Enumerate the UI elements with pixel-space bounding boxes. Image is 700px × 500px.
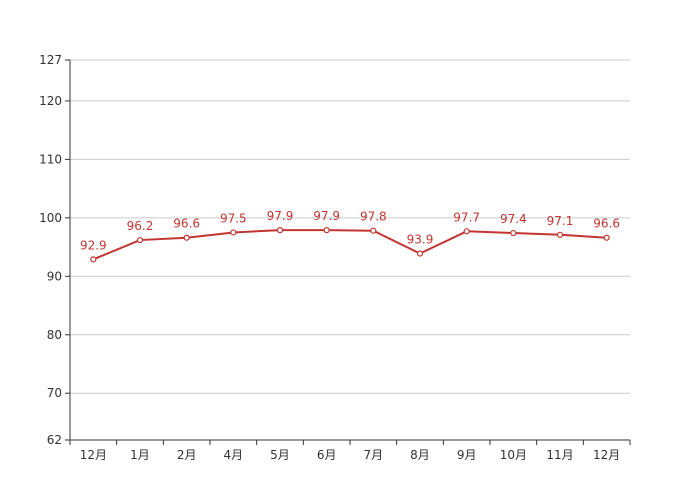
data-label: 93.9 [407, 233, 434, 247]
data-label: 97.9 [313, 209, 340, 223]
data-label: 96.2 [127, 219, 154, 233]
data-point[interactable] [603, 234, 610, 241]
data-point[interactable] [556, 231, 564, 238]
series-line-layer [90, 227, 610, 263]
y-tick-label: 120 [39, 94, 62, 108]
x-tick-label: 2月 [177, 448, 197, 462]
data-point[interactable] [90, 256, 97, 263]
data-label: 92.9 [80, 238, 107, 252]
y-tick-label: 90 [47, 269, 62, 283]
data-point[interactable] [510, 229, 517, 237]
data-label: 97.5 [220, 211, 247, 225]
x-tick-label: 8月 [410, 448, 430, 462]
data-label: 97.8 [360, 210, 387, 224]
data-point[interactable] [183, 234, 190, 241]
data-label: 96.6 [593, 217, 620, 231]
data-point[interactable] [416, 250, 424, 257]
data-labels: 92.9 96.2 96.6 97.5 97.9 97.9 97.8 93.9 97.7 97.4… [80, 209, 620, 252]
data-label: 96.6 [173, 217, 200, 231]
data-label: 97.4 [500, 212, 527, 226]
x-tick-label: 6月 [317, 448, 337, 462]
x-tick-label: 5月 [270, 448, 290, 462]
y-tick-label: 70 [47, 386, 62, 400]
data-point[interactable] [370, 227, 377, 234]
x-tick-label: 7月 [364, 448, 384, 462]
data-point[interactable] [463, 228, 470, 235]
data-point[interactable] [323, 227, 330, 234]
data-point[interactable] [276, 227, 284, 234]
data-point[interactable] [230, 229, 237, 236]
x-tick-label: 12月 [80, 448, 107, 462]
series-line [92, 229, 607, 261]
axes: 62 70 80 90 100 110 120 127 12月 1月 2月 4月 5月 6月 7月 8月 9月 1… [39, 53, 631, 462]
x-tick-label: 4月 [224, 448, 244, 462]
x-tick-label: 11月 [546, 448, 573, 462]
x-tick-label: 1月 [130, 448, 150, 462]
x-tick-label: 9月 [457, 448, 477, 462]
x-tick-label: 10月 [500, 448, 527, 462]
y-tick-label: 80 [47, 328, 62, 342]
y-tick-label: 62 [47, 433, 62, 447]
y-tick-label: 127 [39, 53, 62, 67]
data-point[interactable] [136, 236, 144, 244]
y-tick-label: 100 [39, 211, 62, 225]
gridlines [70, 59, 630, 394]
data-label: 97.7 [453, 210, 480, 224]
data-label: 97.1 [547, 214, 574, 228]
y-tick-label: 110 [39, 152, 62, 166]
data-label: 97.9 [267, 209, 294, 223]
x-tick-label: 12月 [593, 448, 620, 462]
